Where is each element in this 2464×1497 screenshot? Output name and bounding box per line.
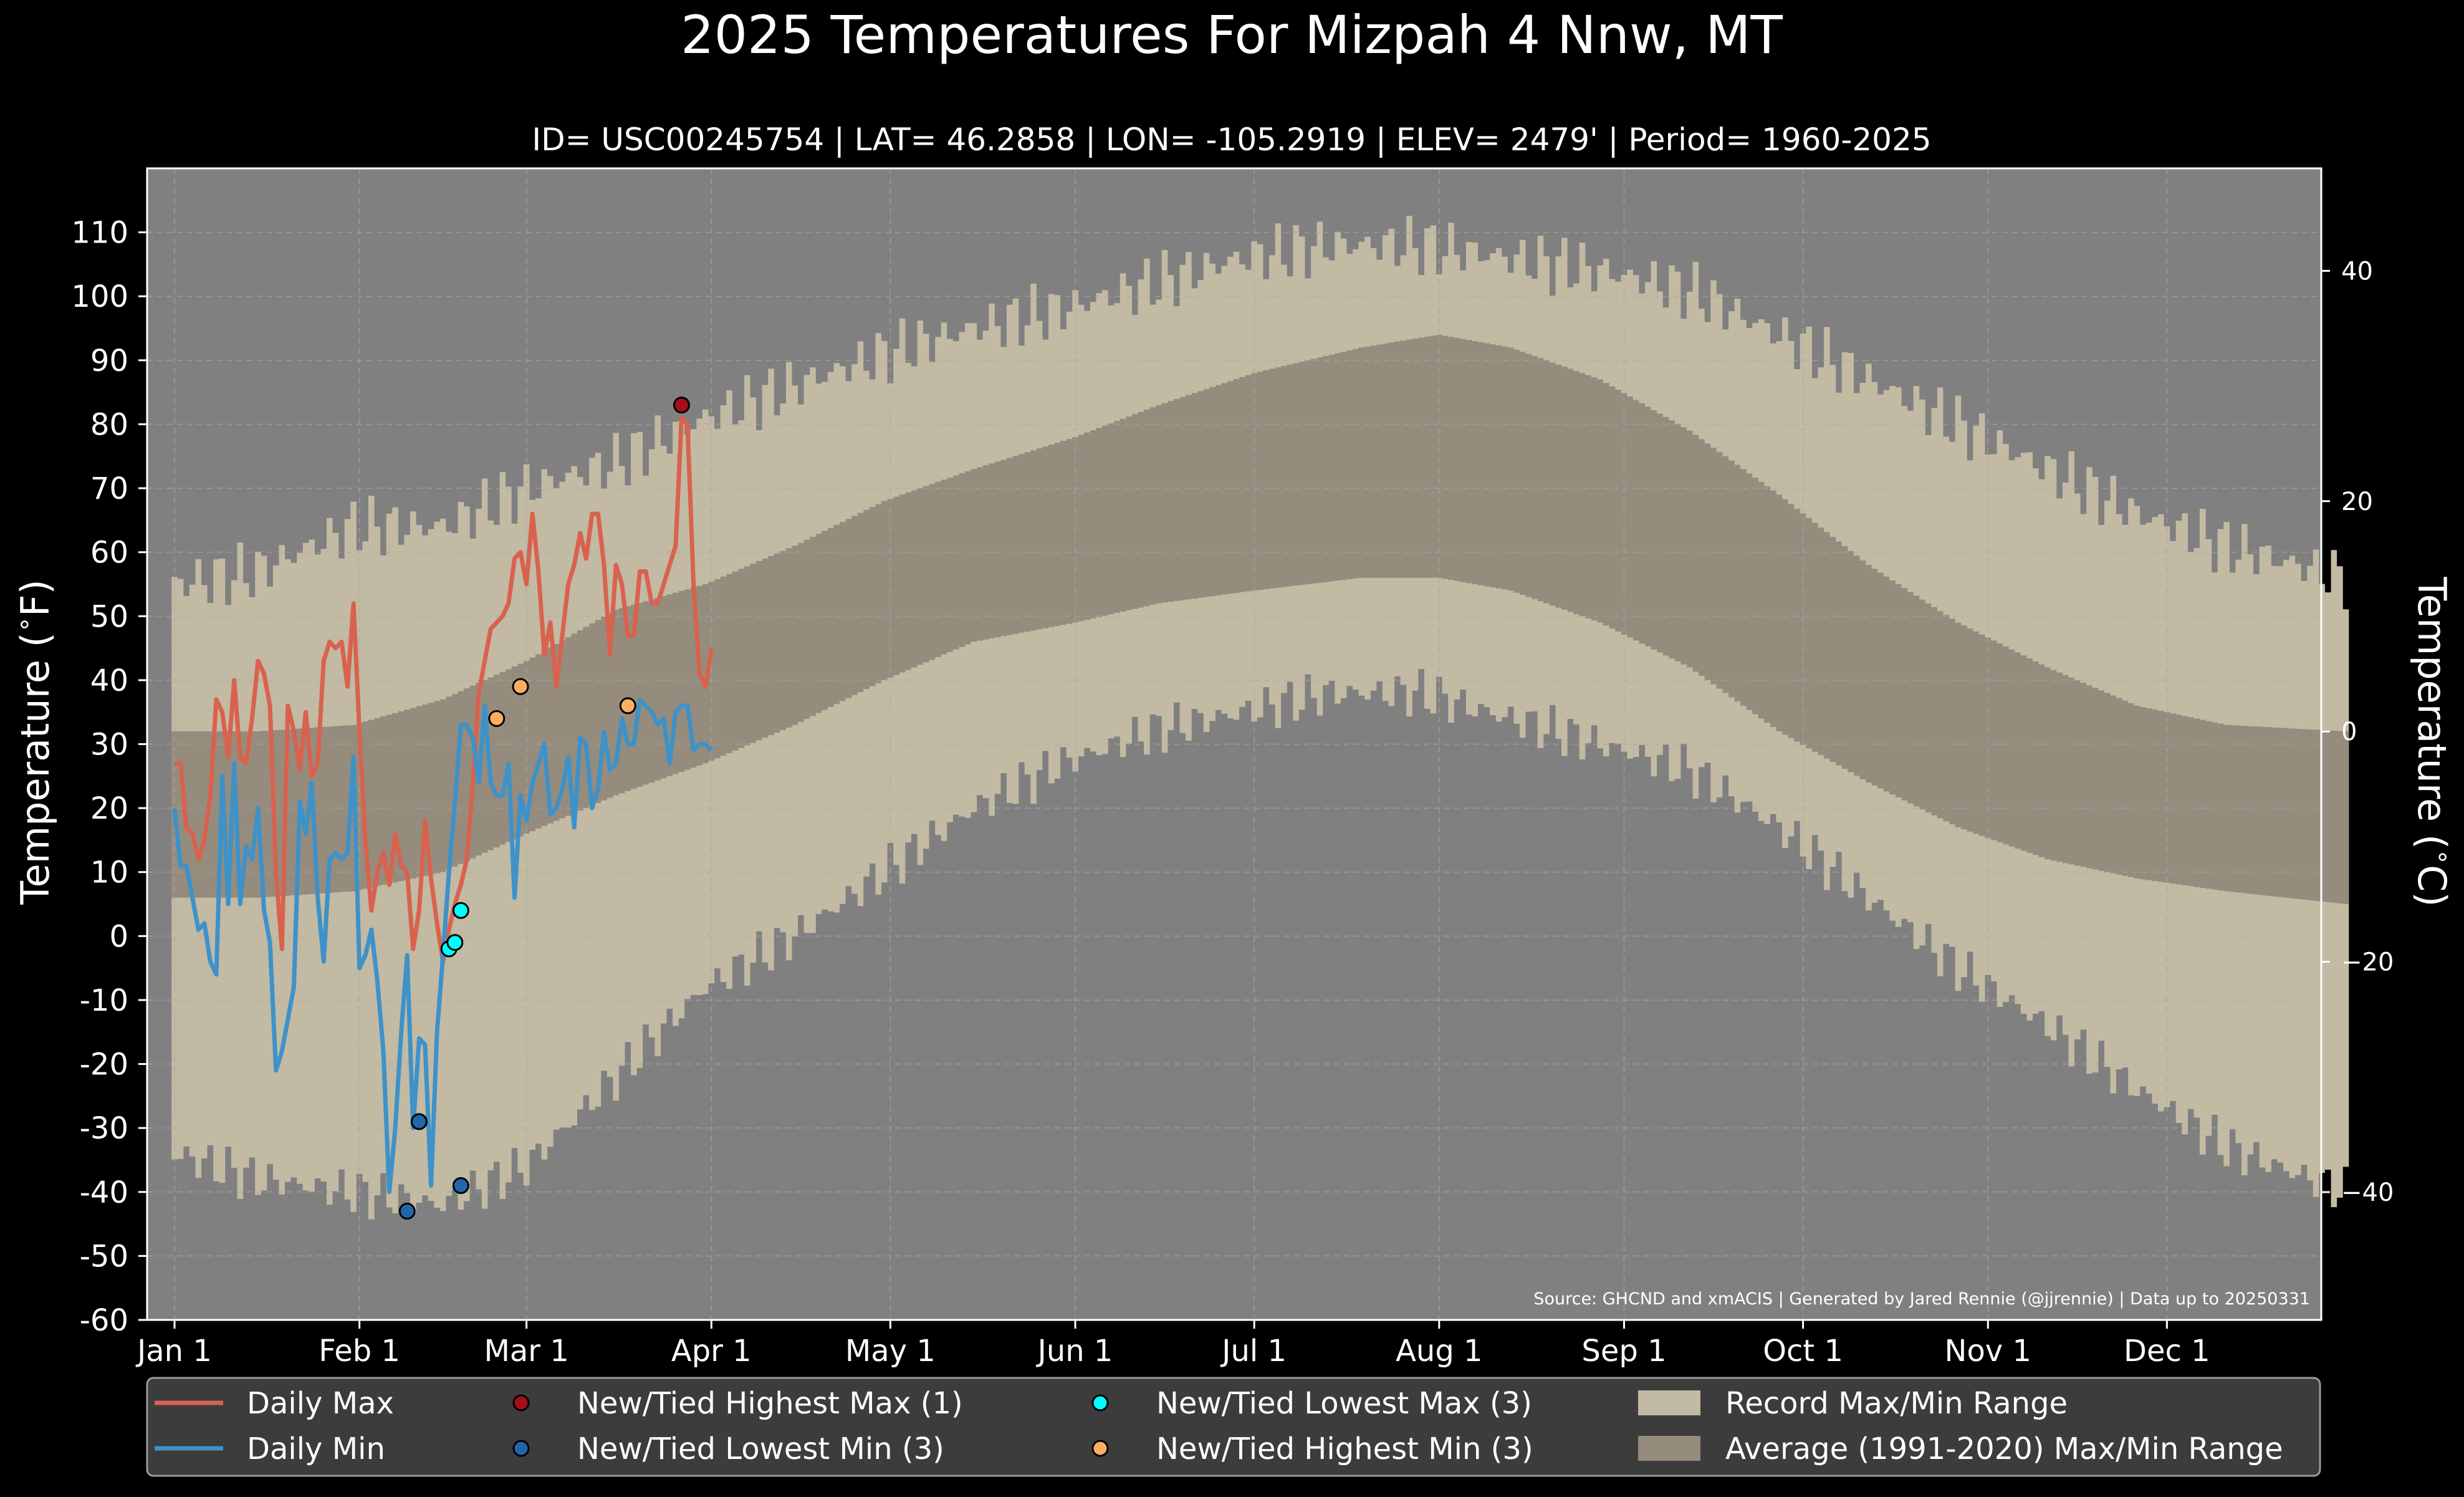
x-tick-label: Aug 1 — [1396, 1334, 1483, 1369]
x-axis: Jan 1 Feb 1 Mar 1 Apr 1 May 1 Jun 1 Jul 1 Aug 1… — [135, 1320, 2210, 1369]
y-tick-label: 50 — [90, 599, 128, 634]
legend-dot-swatch — [512, 1440, 530, 1457]
marker-new-low-min — [410, 1113, 428, 1130]
source-note: Source: GHCND and xmACIS | Generated by … — [1533, 1289, 2310, 1309]
legend-item-new-high-min: New/Tied Highest Min (3) — [1091, 1432, 1533, 1466]
x-tick-label: Apr 1 — [671, 1334, 752, 1369]
y-tick-label: 100 — [71, 279, 128, 314]
daily-min-line — [172, 697, 713, 1195]
y-tick-label: -40 — [80, 1175, 128, 1210]
y-axis-label: Temperature (∘F) — [10, 579, 58, 905]
chart-subtitle: ID= USC00245754 | LAT= 46.2858 | LON= -1… — [532, 122, 1931, 158]
marker-new-high-min — [488, 710, 506, 727]
record-max-min-range — [171, 216, 2349, 1220]
y-axis-right-label: Temperature (∘C) — [2409, 576, 2457, 907]
y-right-tick-label: −40 — [2341, 1178, 2394, 1207]
marker-new-high-min — [512, 678, 529, 695]
x-tick-label: Feb 1 — [319, 1334, 400, 1369]
legend-label: Daily Max — [247, 1386, 394, 1421]
grid — [147, 168, 2321, 1320]
y-right-tick-label: 20 — [2341, 488, 2373, 516]
y-tick-label: -20 — [80, 1047, 128, 1082]
legend-patch-swatch — [1638, 1390, 1700, 1415]
x-tick-label: May 1 — [845, 1334, 936, 1369]
legend-label: New/Tied Highest Max (1) — [577, 1386, 963, 1421]
y-right-tick-label: 40 — [2341, 257, 2373, 286]
y-tick-label: -30 — [80, 1111, 128, 1146]
legend-dot-swatch — [1091, 1394, 1109, 1412]
legend-box — [146, 1377, 2321, 1477]
y-tick-label: 90 — [90, 344, 128, 378]
legend-label: Average (1991-2020) Max/Min Range — [1725, 1432, 2283, 1466]
legend-label: Record Max/Min Range — [1725, 1386, 2068, 1421]
record-markers — [398, 397, 690, 1220]
x-tick-label: Jul 1 — [1220, 1334, 1287, 1369]
legend-dot-swatch — [1091, 1440, 1109, 1457]
y-tick-label: 70 — [90, 471, 128, 506]
marker-new-low-max — [452, 902, 469, 919]
legend-patch-swatch — [1638, 1436, 1700, 1461]
y-tick-label: -10 — [80, 983, 128, 1018]
legend-label: Daily Min — [247, 1432, 385, 1466]
y-right-tick-label: −20 — [2341, 948, 2394, 977]
y-axis-celsius: −40 −20 0 20 40 — [2321, 257, 2394, 1207]
x-tick-label: Sep 1 — [1581, 1334, 1666, 1369]
y-tick-label: 20 — [90, 791, 128, 826]
legend-item-new-high-max: New/Tied Highest Max (1) — [512, 1386, 963, 1421]
y-tick-label: -60 — [80, 1303, 128, 1338]
legend-item-record-range: Record Max/Min Range — [1638, 1386, 2068, 1421]
legend: Daily Max Daily Min New/Tied Highest Max (… — [146, 1377, 2321, 1477]
x-tick-label: Dec 1 — [2124, 1334, 2210, 1369]
legend-item-daily-max: Daily Max — [155, 1386, 394, 1421]
legend-item-normal-range: Average (1991-2020) Max/Min Range — [1638, 1432, 2283, 1466]
y-tick-label: 10 — [90, 855, 128, 890]
x-tick-label: Nov 1 — [1945, 1334, 2031, 1369]
legend-label: New/Tied Lowest Max (3) — [1156, 1386, 1532, 1421]
marker-new-high-max — [673, 397, 690, 414]
marker-new-low-max — [446, 934, 464, 951]
y-tick-label: 80 — [90, 407, 128, 442]
plot-area: Source: GHCND and xmACIS | Generated by … — [146, 167, 2349, 1321]
chart-title: 2025 Temperatures For Mizpah 4 Nnw, MT — [681, 4, 1783, 65]
marker-new-high-min — [619, 697, 636, 715]
legend-label: New/Tied Lowest Min (3) — [577, 1432, 944, 1466]
y-tick-label: 110 — [71, 216, 128, 251]
x-tick-label: Oct 1 — [1763, 1334, 1843, 1369]
y-tick-label: 60 — [90, 536, 128, 570]
x-tick-label: Mar 1 — [484, 1334, 568, 1369]
x-tick-label: Jan 1 — [135, 1334, 212, 1369]
y-tick-label: 40 — [90, 663, 128, 698]
y-right-tick-label: 0 — [2341, 718, 2357, 746]
y-axis-fahrenheit: -60 -50 -40 -30 -20 -10 0 10 20 30 40 50 60 70 80 90 100… — [71, 216, 147, 1338]
legend-label: New/Tied Highest Min (3) — [1156, 1432, 1533, 1466]
legend-item-new-low-min: New/Tied Lowest Min (3) — [512, 1432, 944, 1466]
y-tick-label: 30 — [90, 728, 128, 763]
x-tick-label: Jun 1 — [1036, 1334, 1113, 1369]
legend-dot-swatch — [512, 1394, 530, 1412]
legend-item-new-low-max: New/Tied Lowest Max (3) — [1091, 1386, 1532, 1421]
marker-new-low-min — [398, 1203, 416, 1220]
y-tick-label: 0 — [109, 919, 128, 954]
marker-new-low-min — [452, 1177, 469, 1195]
y-tick-label: -50 — [80, 1239, 128, 1274]
legend-item-daily-min: Daily Min — [155, 1432, 385, 1466]
